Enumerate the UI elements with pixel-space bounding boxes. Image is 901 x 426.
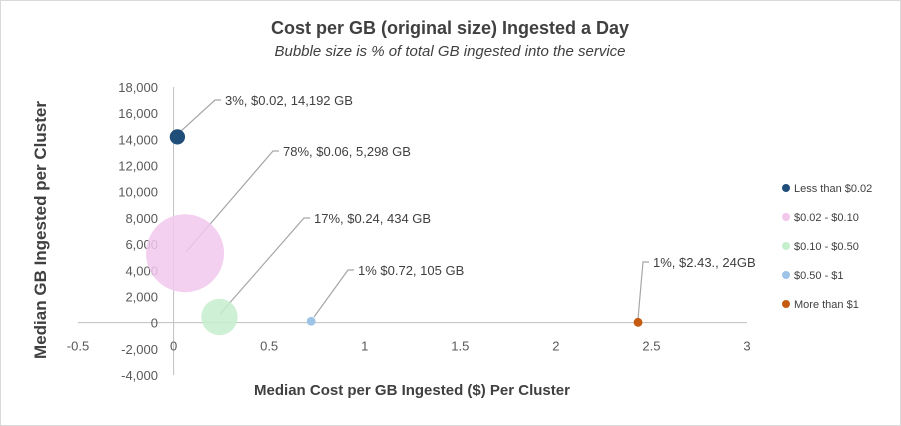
x-tick-label: 0.5: [260, 339, 278, 354]
leader-line: [637, 261, 649, 320]
x-tick-label: 1: [361, 339, 368, 354]
bubble: [146, 214, 225, 293]
legend-marker: [782, 184, 790, 192]
leader-lines: [179, 99, 649, 320]
y-tick-label: -2,000: [121, 342, 158, 357]
data-label: 1% $0.72, 105 GB: [358, 263, 464, 278]
legend: Less than $0.02 $0.02 - $0.10 $0.10 - $0.5…: [782, 183, 872, 311]
data-label: 78%, $0.06, 5,298 GB: [283, 144, 411, 159]
legend-label: More than $1: [794, 299, 859, 311]
y-tick-label: 14,000: [118, 132, 158, 147]
x-tick-label: -0.5: [67, 339, 89, 354]
x-tick-label: 1.5: [451, 339, 469, 354]
leader-line: [313, 269, 354, 318]
x-tick-label: 2.5: [642, 339, 660, 354]
y-tick-label: -4,000: [121, 368, 158, 383]
data-labels: 3%, $0.02, 14,192 GB 78%, $0.06, 5,298 GB…: [225, 93, 756, 278]
legend-marker: [782, 242, 790, 250]
legend-label: $0.50 - $1: [794, 270, 844, 282]
chart-subtitle: Bubble size is % of total GB ingested in…: [274, 43, 625, 60]
leader-line: [179, 99, 221, 133]
legend-label: $0.02 - $0.10: [794, 212, 859, 224]
legend-label: Less than $0.02: [794, 183, 872, 195]
x-tick-label: 2: [552, 339, 559, 354]
y-tick-label: 10,000: [118, 185, 158, 200]
x-tick-label: 0: [170, 339, 177, 354]
y-tick-label: 0: [151, 316, 158, 331]
y-tick-label: 12,000: [118, 159, 158, 174]
bubble: [201, 298, 238, 336]
bubble: [306, 316, 316, 326]
legend-label: $0.10 - $0.50: [794, 241, 859, 253]
x-axis-title: Median Cost per GB Ingested ($) Per Clus…: [254, 382, 570, 399]
legend-marker: [782, 213, 790, 221]
legend-marker: [782, 271, 790, 279]
bubbles: [146, 129, 643, 336]
leader-line: [219, 217, 310, 315]
data-label: 1%, $2.43., 24GB: [653, 255, 756, 270]
y-tick-label: 8,000: [125, 211, 158, 226]
y-tick-label: 16,000: [118, 106, 158, 121]
chart-title: Cost per GB (original size) Ingested a D…: [271, 18, 629, 38]
legend-marker: [782, 300, 790, 308]
y-tick-label: 2,000: [125, 289, 158, 304]
leader-line: [185, 150, 279, 253]
bubble: [169, 129, 186, 145]
data-label: 3%, $0.02, 14,192 GB: [225, 93, 353, 108]
y-axis-title: Median GB Ingested per Cluster: [31, 101, 50, 359]
bubble: [633, 317, 643, 327]
y-tick-label: 18,000: [118, 80, 158, 95]
x-tick-label: 3: [743, 339, 750, 354]
data-label: 17%, $0.24, 434 GB: [314, 211, 431, 226]
